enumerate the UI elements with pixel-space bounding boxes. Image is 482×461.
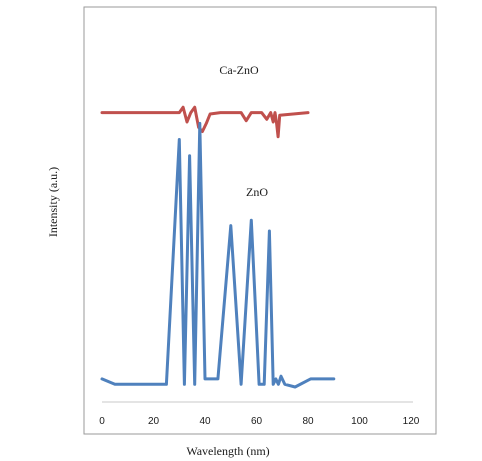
chart-frame <box>83 6 437 435</box>
x-tick-label: 120 <box>403 416 420 427</box>
series-line-zno <box>100 121 336 389</box>
x-tick-label: 20 <box>148 416 160 427</box>
y-axis-title: Intensity (a.u.) <box>46 167 60 237</box>
series-labels: Ca-ZnO ZnO <box>219 63 268 199</box>
x-tick-label: 60 <box>251 416 263 427</box>
series-line-ca-zno <box>100 105 310 139</box>
x-tick-label: 100 <box>351 416 368 427</box>
x-tick-labels: 0 20 40 60 80 100 120 <box>99 416 420 427</box>
x-tick-label: 40 <box>199 416 211 427</box>
x-axis-title: Wavelength (nm) <box>186 444 269 458</box>
plot-area <box>100 105 336 389</box>
series-label-zno: ZnO <box>246 185 268 199</box>
x-tick-label: 0 <box>99 416 105 427</box>
series-label-ca-zno: Ca-ZnO <box>219 63 259 77</box>
x-tick-label: 80 <box>302 416 314 427</box>
